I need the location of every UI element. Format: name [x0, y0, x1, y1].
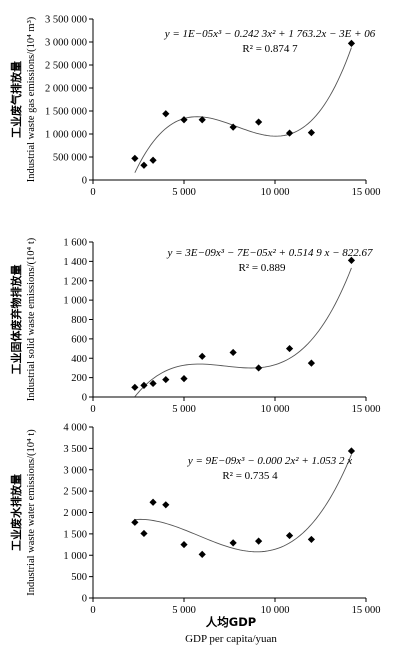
x-tick-label: 10 000	[261, 187, 290, 198]
data-point	[140, 381, 148, 389]
panel-solid: 0 200 400 600 800 1 000 1 200 1 400 1 600 0 5 000 1…	[9, 237, 380, 415]
trend-equation: y = 1E−05x³ − 0.242 3x² + 1 763.2x − 3E …	[164, 28, 376, 40]
data-point	[285, 129, 294, 137]
y-tick-label: 0	[82, 594, 87, 605]
data-point	[347, 256, 356, 265]
x-tick-label: 5 000	[172, 404, 196, 415]
r-squared: R² = 0.889	[238, 262, 286, 274]
data-point	[229, 123, 237, 131]
data-point	[149, 156, 157, 164]
x-tick-label: 10 000	[261, 605, 290, 616]
y-tick-label: 500	[71, 572, 87, 583]
y-tick-label: 1 200	[63, 276, 87, 287]
x-tick-label: 5 000	[172, 605, 196, 616]
y-tick-label: 1 500	[63, 529, 87, 540]
y-tick-label: 2 500 000	[45, 61, 87, 72]
data-point	[198, 116, 206, 124]
data-point	[198, 550, 206, 558]
data-point	[307, 359, 315, 367]
data-point	[131, 154, 139, 162]
data-point	[229, 348, 237, 357]
y-tick-label: 3 000	[63, 465, 87, 476]
y-axis-label-cn: 工业废水排放量	[9, 474, 23, 551]
y-axis-label-cn: 工业固体废弃物排放量	[9, 265, 23, 375]
data-point	[198, 352, 206, 360]
y-tick-label: 600	[71, 334, 87, 345]
trend-equation: y = 9E−09x³ − 0.000 2x² + 1.053 2 x	[187, 455, 352, 467]
x-tick-label: 0	[90, 605, 95, 616]
y-tick-label: 4 000	[63, 423, 87, 434]
data-point	[307, 129, 315, 137]
data-point	[285, 344, 294, 353]
r-squared: R² = 0.874 7	[242, 43, 298, 55]
data-point	[180, 540, 188, 549]
x-tick-label: 10 000	[261, 404, 290, 415]
r-squared: R² = 0.735 4	[222, 470, 278, 482]
panel-water: 0 500 1 000 1 500 2 000 2 500 3 000 3 500 4 000 0…	[9, 423, 380, 617]
data-point	[180, 116, 188, 124]
trend-line	[134, 47, 352, 173]
x-tick-label: 5 000	[172, 187, 196, 198]
y-tick-label: 500 000	[53, 153, 87, 164]
data-point	[162, 375, 170, 384]
y-tick-label: 1 500 000	[45, 107, 87, 118]
y-axis-label-cn: 工业废气排放量	[9, 61, 23, 138]
data-point	[149, 498, 157, 506]
y-tick-label: 2 500	[63, 487, 87, 498]
data-point	[162, 501, 170, 509]
y-axis-label-en: Industrial solid waste emissions/(10⁴ t)	[26, 237, 37, 401]
x-axis-label-en: GDP per capita/yuan	[185, 633, 277, 645]
y-axis-label-en: Industrial waste water emissions/(10⁴ t)	[26, 429, 37, 596]
y-tick-label: 0	[82, 176, 87, 187]
y-tick-label: 200	[71, 373, 87, 384]
data-point	[162, 110, 170, 118]
y-tick-label: 2 000	[63, 508, 87, 519]
data-point	[307, 535, 315, 544]
y-tick-label: 0	[82, 393, 87, 404]
data-point	[255, 537, 263, 545]
panel-gas: 0 500 000 1 000 000 1 500 000 2 000 000 2 500…	[9, 15, 380, 199]
x-tick-label: 15 000	[352, 187, 381, 198]
trend-line	[134, 454, 352, 553]
data-point	[347, 447, 356, 455]
data-point	[149, 379, 157, 388]
y-tick-label: 1 600	[63, 238, 87, 249]
y-tick-label: 1 000	[63, 296, 87, 307]
y-tick-label: 400	[71, 354, 87, 365]
trend-line	[134, 267, 352, 397]
data-point	[255, 118, 263, 126]
y-tick-label: 2 000 000	[45, 84, 87, 95]
x-tick-label: 0	[90, 404, 95, 415]
y-tick-label: 800	[71, 315, 87, 326]
data-point	[229, 539, 237, 547]
data-point	[180, 374, 188, 383]
x-tick-label: 15 000	[352, 605, 381, 616]
data-point	[255, 364, 263, 372]
data-point	[131, 518, 139, 526]
x-axis-label-cn: 人均GDP	[206, 615, 256, 629]
y-tick-label: 3 000 000	[45, 38, 87, 49]
data-point	[347, 39, 356, 47]
data-point	[140, 529, 148, 538]
trend-equation: y = 3E−09x³ − 7E−05x² + 0.514 9 x − 822.…	[166, 247, 373, 259]
data-point	[131, 383, 139, 391]
x-tick-label: 0	[90, 187, 95, 198]
y-tick-label: 1 000	[63, 551, 87, 562]
data-point	[140, 161, 148, 169]
y-tick-label: 1 000 000	[45, 130, 87, 141]
x-tick-label: 15 000	[352, 404, 381, 415]
data-point	[285, 531, 294, 540]
y-tick-label: 3 500	[63, 444, 87, 455]
y-tick-label: 3 500 000	[45, 15, 87, 26]
y-axis-label-en: Industrial waste gas emissions/(10⁴ m³)	[26, 16, 37, 182]
y-tick-label: 1 400	[63, 257, 87, 268]
